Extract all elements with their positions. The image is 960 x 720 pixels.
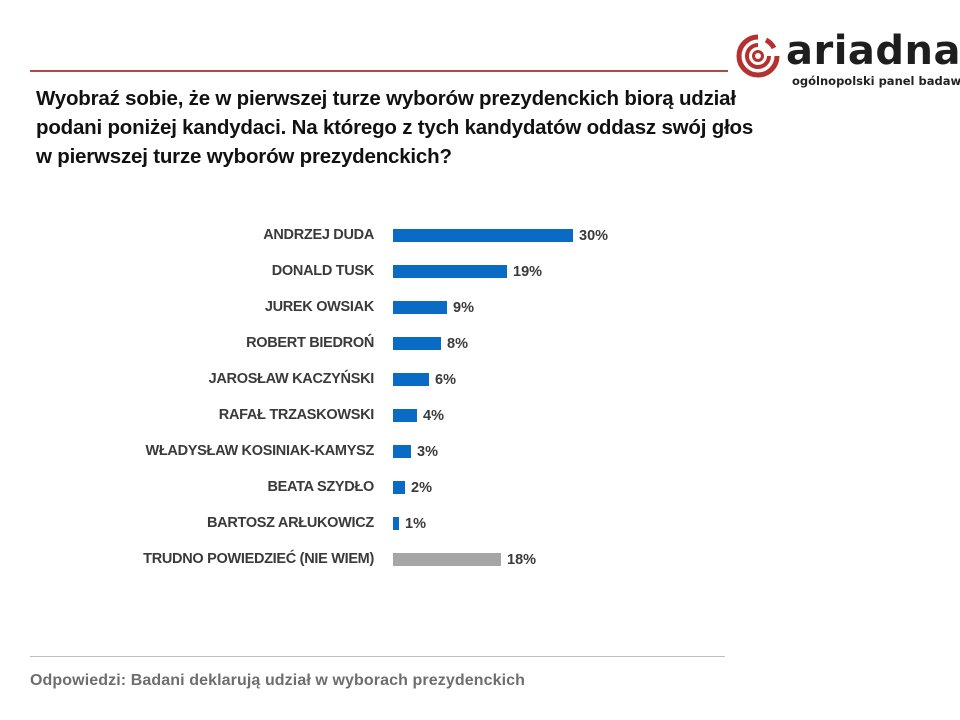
- value-label: 4%: [423, 408, 444, 424]
- bar-row: JUREK OWSIAK 9%: [0, 297, 960, 317]
- category-label: RAFAŁ TRZASKOWSKI: [218, 407, 375, 423]
- value-label: 9%: [453, 300, 474, 316]
- footer-divider: [30, 656, 725, 657]
- bar-row: JAROSŁAW KACZYŃSKI 6%: [0, 369, 960, 389]
- bar: [393, 373, 429, 386]
- bar: [393, 481, 405, 494]
- value-label: 18%: [507, 552, 537, 568]
- value-label: 1%: [405, 516, 426, 532]
- bar-row: ROBERT BIEDROŃ 8%: [0, 333, 960, 353]
- bar-row: DONALD TUSK 19%: [0, 261, 960, 281]
- category-label: DONALD TUSK: [271, 263, 375, 279]
- bar: [393, 301, 447, 314]
- category-label: ROBERT BIEDROŃ: [246, 335, 374, 351]
- value-label: 6%: [435, 372, 456, 388]
- category-label: TRUDNO POWIEDZIEĆ (NIE WIEM): [143, 551, 374, 567]
- category-label: JAROSŁAW KACZYŃSKI: [208, 371, 375, 387]
- ariadna-spiral-icon: [736, 34, 780, 78]
- bar-row: RAFAŁ TRZASKOWSKI 4%: [0, 405, 960, 425]
- survey-question: Wyobraź sobie, że w pierwszej turze wybo…: [36, 87, 754, 168]
- value-label: 3%: [417, 444, 438, 460]
- bar: [393, 553, 501, 566]
- bar-row: TRUDNO POWIEDZIEĆ (NIE WIEM) 18%: [0, 549, 960, 569]
- value-label: 8%: [447, 336, 468, 352]
- bar-row: ANDRZEJ DUDA 30%: [0, 225, 960, 245]
- value-label: 19%: [513, 264, 543, 280]
- footnote: Odpowiedzi: Badani deklarują udział w wy…: [30, 672, 525, 689]
- header-divider: [30, 70, 728, 72]
- value-label: 2%: [411, 480, 432, 496]
- value-label: 30%: [579, 228, 609, 244]
- bar-row: WŁADYSŁAW KOSINIAK-KAMYSZ 3%: [0, 441, 960, 461]
- category-label: BARTOSZ ARŁUKOWICZ: [207, 515, 374, 531]
- ariadna-logo: ariadna ogólnopolski panel badawczy: [736, 28, 960, 90]
- bar: [393, 265, 507, 278]
- bar: [393, 409, 417, 422]
- bar: [393, 445, 411, 458]
- category-label: ANDRZEJ DUDA: [263, 227, 374, 243]
- bar: [393, 229, 573, 242]
- category-label: JUREK OWSIAK: [264, 299, 374, 315]
- bar: [393, 337, 441, 350]
- category-label: BEATA SZYDŁO: [267, 479, 375, 495]
- logo-tagline: ogólnopolski panel badawczy: [792, 74, 960, 88]
- bar: [393, 517, 399, 530]
- bar-row: BEATA SZYDŁO 2%: [0, 477, 960, 497]
- bar-row: BARTOSZ ARŁUKOWICZ 1%: [0, 513, 960, 533]
- category-label: WŁADYSŁAW KOSINIAK-KAMYSZ: [145, 443, 374, 459]
- logo-wordmark: ariadna: [786, 28, 960, 74]
